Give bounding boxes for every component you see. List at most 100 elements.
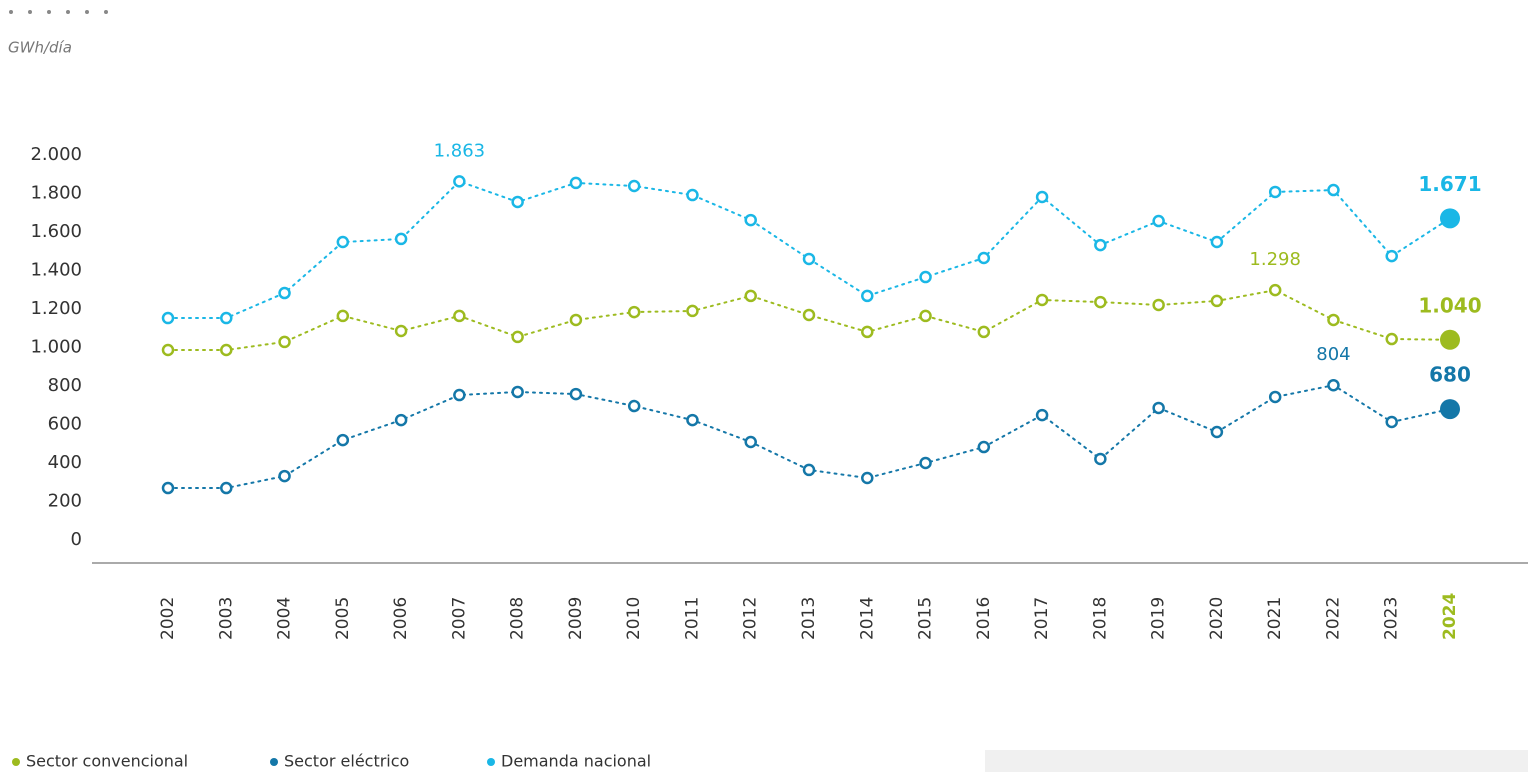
- x-tick-label: 2007: [449, 597, 469, 640]
- point: [802, 252, 816, 266]
- x-tick-label: 2004: [275, 597, 295, 640]
- legend-label: Sector eléctrico: [284, 752, 409, 771]
- point: [394, 413, 408, 427]
- point: [220, 343, 233, 357]
- point: [1152, 214, 1165, 228]
- point: [394, 324, 408, 338]
- point: [569, 387, 583, 401]
- x-tick-label: 2006: [391, 597, 411, 640]
- value-label: 1.671: [1418, 172, 1481, 196]
- legend-label: Sector convencional: [26, 752, 188, 771]
- point: [1385, 415, 1398, 429]
- point: [1210, 294, 1224, 308]
- point: [511, 385, 524, 399]
- legend-swatch: [487, 758, 495, 766]
- point: [394, 232, 408, 246]
- point: [977, 440, 991, 454]
- point: [627, 399, 641, 413]
- x-tick-label: 2009: [566, 597, 586, 640]
- point: [686, 188, 699, 202]
- point: [1035, 190, 1049, 204]
- point: [919, 456, 932, 470]
- point: [511, 195, 524, 209]
- decor-dots: [9, 10, 108, 14]
- y-tick-label: 1.800: [30, 183, 82, 204]
- point: [919, 270, 932, 284]
- x-tick-label: 2011: [682, 597, 702, 640]
- point: [1210, 425, 1224, 439]
- x-tick-label: 2005: [333, 597, 353, 640]
- x-tick-label: 2003: [216, 597, 236, 640]
- point: [1440, 208, 1460, 229]
- x-tick-label: 2014: [857, 597, 877, 640]
- legend-label: Demanda nacional: [501, 752, 651, 771]
- point: [1268, 185, 1282, 199]
- point: [1094, 295, 1107, 309]
- point: [861, 289, 874, 303]
- point: [1327, 378, 1340, 392]
- point: [1152, 298, 1165, 312]
- point: [1385, 249, 1398, 263]
- point: [1035, 293, 1049, 307]
- point: [161, 343, 175, 357]
- x-tick-label: 2018: [1090, 597, 1110, 640]
- point: [569, 176, 583, 190]
- point: [919, 309, 932, 323]
- point: [802, 308, 816, 322]
- y-tick-label: 1.200: [30, 298, 82, 319]
- value-label: 680: [1429, 363, 1471, 387]
- x-tick-label: 2021: [1265, 597, 1285, 640]
- y-tick-label: 1.400: [30, 260, 82, 281]
- point: [1440, 399, 1460, 420]
- point: [161, 481, 175, 495]
- point: [1268, 283, 1282, 297]
- y-tick-label: 200: [48, 491, 82, 512]
- legend-swatch: [12, 758, 20, 766]
- point: [278, 335, 291, 349]
- point: [1327, 183, 1340, 197]
- point: [744, 213, 757, 227]
- unit-label: GWh/día: [8, 39, 72, 57]
- point: [220, 481, 233, 495]
- point: [336, 309, 350, 323]
- y-tick-label: 1.000: [30, 337, 82, 358]
- point: [1094, 238, 1107, 252]
- value-label: 804: [1316, 344, 1350, 365]
- value-label: 1.040: [1418, 293, 1481, 317]
- x-tick-label: 2024: [1440, 593, 1460, 640]
- x-tick-label: 2013: [799, 597, 819, 640]
- point: [977, 325, 991, 339]
- x-tick-label: 2008: [508, 597, 528, 640]
- point: [1094, 452, 1107, 466]
- point: [336, 433, 350, 447]
- y-tick-label: 1.600: [30, 221, 82, 242]
- point: [453, 388, 466, 402]
- point: [1152, 401, 1165, 415]
- y-tick-label: 0: [71, 529, 82, 550]
- point: [1327, 313, 1340, 327]
- point: [977, 251, 991, 265]
- point: [569, 313, 583, 327]
- point: [220, 311, 233, 325]
- point: [511, 330, 524, 344]
- point: [453, 175, 466, 188]
- point: [161, 311, 175, 325]
- point: [453, 309, 466, 323]
- point: [1210, 235, 1224, 249]
- point: [1035, 408, 1049, 422]
- y-tick-label: 400: [48, 452, 82, 473]
- point: [861, 471, 874, 485]
- point: [686, 304, 699, 318]
- point: [627, 179, 641, 193]
- x-tick-label: 2017: [1032, 597, 1052, 640]
- point: [744, 435, 757, 449]
- point: [1385, 332, 1398, 346]
- x-tick-label: 2020: [1207, 597, 1227, 640]
- point: [278, 286, 291, 300]
- x-tick-label: 2023: [1382, 597, 1402, 640]
- value-label: 1.863: [434, 140, 486, 161]
- point: [627, 305, 641, 319]
- y-tick-label: 600: [48, 414, 82, 435]
- x-tick-label: 2010: [624, 597, 644, 640]
